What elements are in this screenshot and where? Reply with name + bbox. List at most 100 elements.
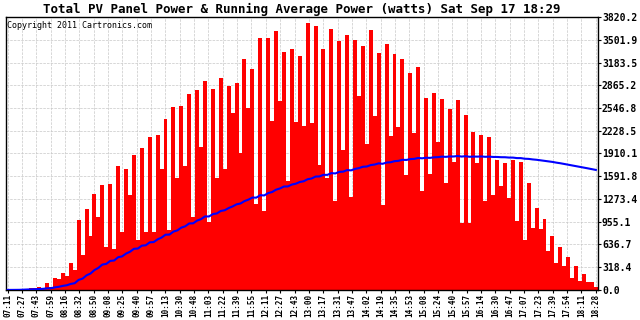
- Bar: [586, 282, 590, 290]
- Bar: [519, 162, 523, 290]
- Bar: [262, 211, 266, 290]
- Bar: [333, 201, 337, 290]
- Bar: [112, 249, 116, 290]
- Bar: [566, 257, 570, 290]
- Bar: [164, 119, 168, 290]
- Bar: [266, 38, 270, 290]
- Bar: [381, 205, 385, 290]
- Bar: [250, 69, 254, 290]
- Bar: [456, 100, 460, 290]
- Bar: [278, 101, 282, 290]
- Bar: [463, 115, 468, 290]
- Bar: [100, 185, 104, 290]
- Bar: [179, 106, 183, 290]
- Bar: [563, 266, 566, 290]
- Bar: [436, 142, 440, 290]
- Bar: [108, 184, 112, 290]
- Bar: [582, 274, 586, 290]
- Bar: [49, 287, 53, 290]
- Bar: [432, 93, 436, 290]
- Bar: [243, 59, 246, 290]
- Bar: [420, 191, 424, 290]
- Bar: [270, 121, 274, 290]
- Bar: [45, 283, 49, 290]
- Bar: [301, 126, 306, 290]
- Bar: [215, 178, 219, 290]
- Bar: [558, 247, 563, 290]
- Bar: [416, 67, 420, 290]
- Bar: [507, 198, 511, 290]
- Bar: [372, 116, 377, 290]
- Bar: [159, 169, 164, 290]
- Bar: [570, 278, 574, 290]
- Bar: [452, 162, 456, 290]
- Bar: [136, 240, 140, 290]
- Bar: [230, 113, 235, 290]
- Bar: [479, 135, 483, 290]
- Bar: [61, 273, 65, 290]
- Bar: [116, 166, 120, 290]
- Bar: [499, 186, 503, 290]
- Bar: [156, 135, 159, 290]
- Bar: [314, 26, 317, 290]
- Bar: [41, 288, 45, 290]
- Bar: [57, 279, 61, 290]
- Bar: [235, 83, 239, 290]
- Bar: [341, 150, 345, 290]
- Bar: [124, 169, 128, 290]
- Bar: [357, 96, 361, 290]
- Bar: [282, 52, 286, 290]
- Bar: [361, 45, 365, 290]
- Bar: [574, 266, 578, 290]
- Bar: [77, 220, 81, 290]
- Bar: [317, 165, 321, 290]
- Bar: [531, 228, 534, 290]
- Bar: [377, 53, 381, 290]
- Bar: [191, 217, 195, 290]
- Bar: [408, 73, 412, 290]
- Bar: [523, 240, 527, 290]
- Bar: [534, 208, 539, 290]
- Bar: [239, 154, 243, 290]
- Bar: [81, 255, 84, 290]
- Bar: [298, 56, 301, 290]
- Bar: [369, 30, 372, 290]
- Bar: [286, 181, 290, 290]
- Bar: [21, 289, 26, 290]
- Bar: [148, 137, 152, 290]
- Bar: [211, 89, 215, 290]
- Bar: [294, 122, 298, 290]
- Bar: [492, 195, 495, 290]
- Bar: [37, 287, 41, 290]
- Bar: [401, 59, 404, 290]
- Bar: [128, 195, 132, 290]
- Bar: [444, 183, 448, 290]
- Bar: [539, 229, 543, 290]
- Bar: [396, 127, 401, 290]
- Bar: [321, 49, 325, 290]
- Bar: [594, 286, 598, 290]
- Bar: [290, 49, 294, 290]
- Bar: [140, 148, 144, 290]
- Bar: [472, 132, 476, 290]
- Bar: [172, 107, 175, 290]
- Text: Copyright 2011 Cartronics.com: Copyright 2011 Cartronics.com: [7, 21, 152, 30]
- Title: Total PV Panel Power & Running Average Power (watts) Sat Sep 17 18:29: Total PV Panel Power & Running Average P…: [43, 3, 561, 16]
- Bar: [203, 81, 207, 290]
- Bar: [550, 236, 554, 290]
- Bar: [460, 222, 463, 290]
- Bar: [349, 197, 353, 290]
- Bar: [483, 201, 487, 290]
- Bar: [29, 288, 33, 290]
- Bar: [175, 178, 179, 290]
- Bar: [274, 31, 278, 290]
- Bar: [259, 38, 262, 290]
- Bar: [476, 163, 479, 290]
- Bar: [503, 163, 507, 290]
- Bar: [345, 36, 349, 290]
- Bar: [511, 160, 515, 290]
- Bar: [337, 41, 341, 290]
- Bar: [330, 29, 333, 290]
- Bar: [26, 289, 29, 290]
- Bar: [254, 204, 259, 290]
